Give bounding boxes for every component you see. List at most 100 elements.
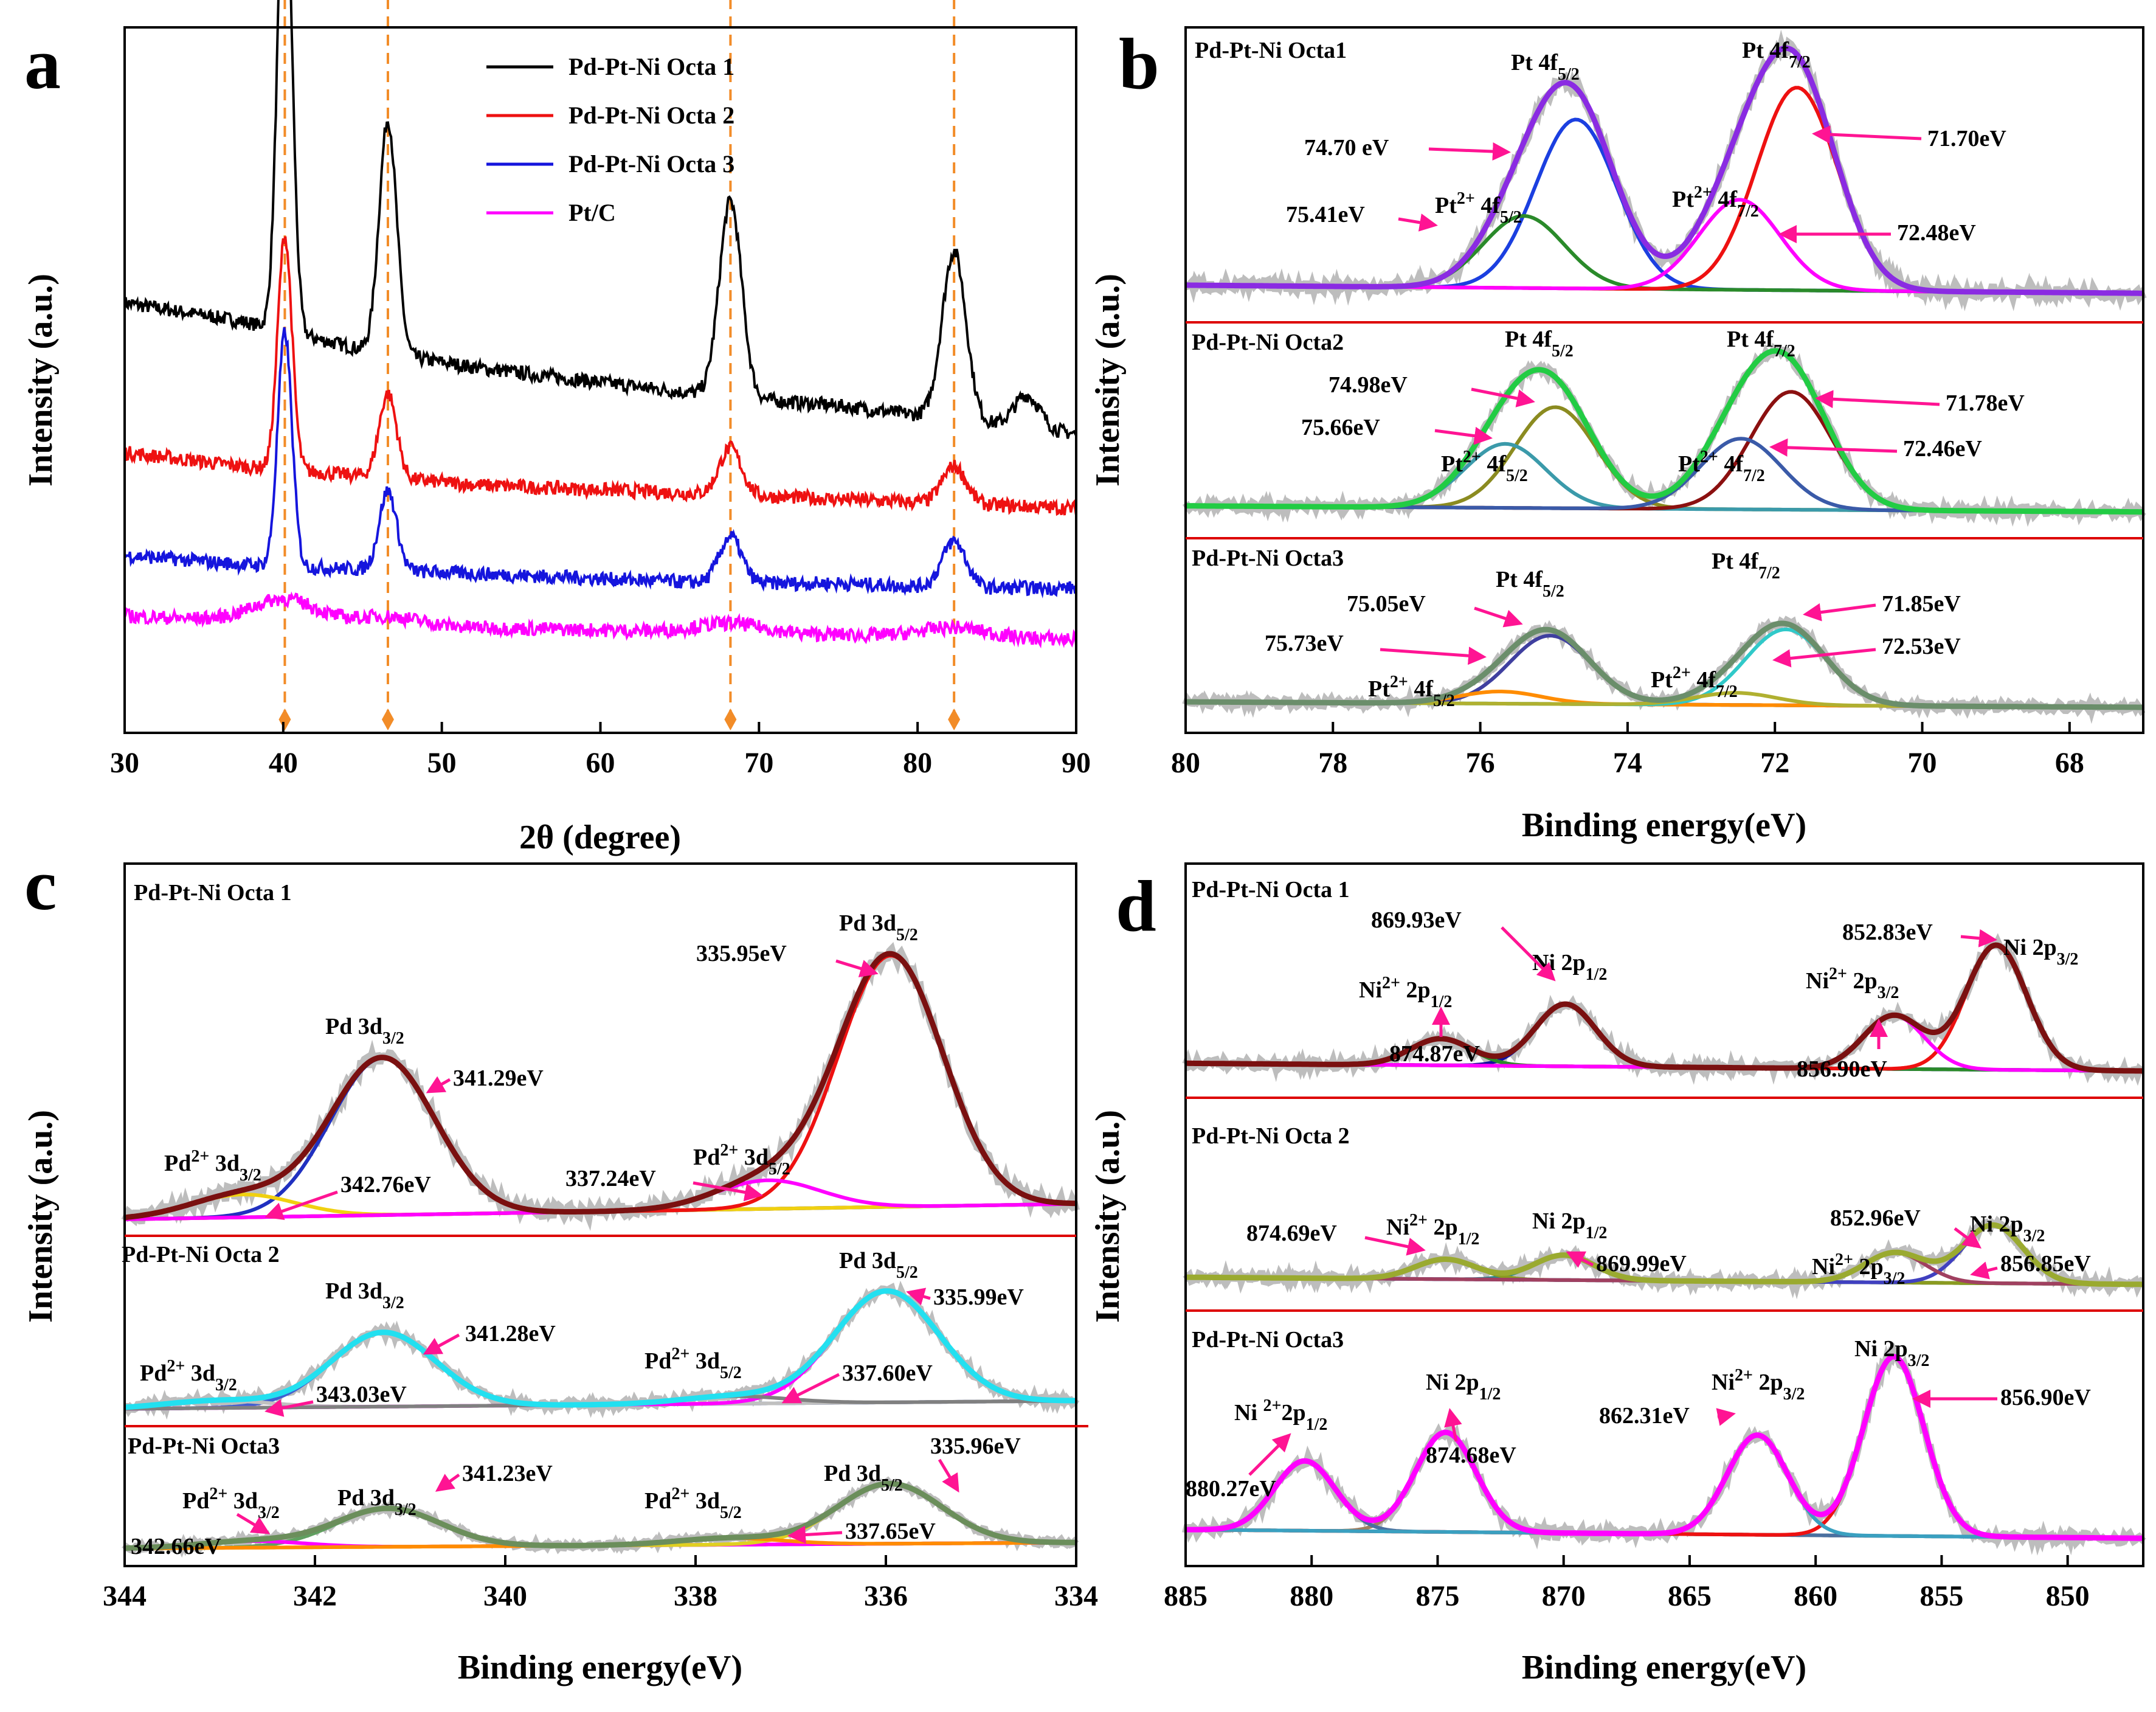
xrd-series-2 (123, 236, 1077, 516)
xrd-reference-marker (381, 709, 394, 730)
d1-label-ni2-2p32: Ni2+ 2p3/2 (1806, 965, 1899, 1002)
legend-label-octa2: Pd-Pt-Ni Octa 2 (568, 102, 734, 129)
d3-arrow-862-31 (1716, 1408, 1736, 1426)
plot-c-y-title: Intensity (a.u.) (22, 1110, 60, 1323)
plot-b-tick-label: 76 (1466, 747, 1495, 779)
plot-c-tick-label: 336 (864, 1580, 908, 1612)
d2-arrow-874-69 (1364, 1236, 1426, 1256)
plot-c-tick-label: 342 (293, 1580, 337, 1612)
b3-ann-72-53: 72.53eV (1882, 634, 1961, 659)
c1-ann-341-29: 341.29eV (453, 1066, 544, 1091)
b2-arrow-72-46 (1769, 438, 1898, 457)
c2-envelope (124, 1288, 1076, 1410)
b3-arrow-71-85 (1803, 603, 1876, 622)
d1-arrow-852-83 (1960, 929, 1997, 948)
b3-envelope (1185, 620, 2143, 710)
b2-ann-75-66: 75.66eV (1301, 415, 1380, 440)
plot-a-tick-label: 30 (110, 747, 139, 779)
b3-label-pt4f52: Pt 4f5/2 (1496, 567, 1564, 601)
c1-label-pd2-3d32: Pd2+ 3d3/2 (164, 1147, 261, 1185)
b1-title: Pd-Pt-Ni Octa1 (1195, 38, 1347, 63)
d1-ann-874-87: 874.87eV (1389, 1041, 1480, 1067)
c3-ann-335-96: 335.96eV (930, 1433, 1021, 1459)
c1-title: Pd-Pt-Ni Octa 1 (134, 880, 292, 906)
c2-arrow-341-28 (423, 1333, 460, 1355)
d2-arrow-869-99 (1566, 1251, 1594, 1268)
plot-d-tick-label: 885 (1164, 1580, 1208, 1612)
d3-label-ni2-2p32: Ni2+ 2p3/2 (1712, 1366, 1805, 1404)
b1-ann-74-70: 74.70 eV (1304, 135, 1389, 161)
d2-ann-874-69: 874.69eV (1246, 1221, 1337, 1246)
d3-ann-880-27: 880.27eV (1186, 1476, 1276, 1502)
c3-envelope (125, 1480, 1076, 1551)
c2-label-pd3d52: Pd 3d5/2 (839, 1248, 918, 1282)
c3-arrow-342-66 (236, 1513, 271, 1534)
b2-label-pt2-4f72: Pt2+ 4f7/2 (1678, 448, 1765, 485)
plot-a-tick-label: 70 (744, 747, 773, 779)
plot-d-y-title: Intensity (a.u.) (1089, 1110, 1127, 1323)
c2-ann-341-28: 341.28eV (465, 1321, 556, 1346)
plot-c-data (121, 941, 1080, 1558)
panel-a: a 30 40 50 60 70 80 90 2θ (degree) Intensity (… (22, 0, 1091, 856)
d1-ann-852-83: 852.83eV (1842, 920, 1933, 945)
legend-label-ptc: Pt/C (568, 199, 616, 226)
plot-a-x-title: 2θ (degree) (519, 819, 681, 856)
d1-component-3 (1185, 943, 2144, 1073)
plot-a-tick-label: 60 (586, 747, 615, 779)
d3-ann-862-31: 862.31eV (1599, 1403, 1690, 1429)
d2-envelope (1186, 1222, 2143, 1287)
plot-a-x-ticks: 30 40 50 60 70 80 90 (110, 722, 1091, 779)
b3-label-pt4f72: Pt 4f7/2 (1712, 549, 1780, 583)
d2-title: Pd-Pt-Ni Octa 2 (1192, 1123, 1350, 1149)
b3-ann-75-05: 75.05eV (1347, 591, 1426, 617)
plot-a-data (123, 0, 1077, 730)
d2-arrow-852-96 (1954, 1227, 1982, 1249)
c3-arrow-335-96 (938, 1458, 959, 1493)
b3-arrow-75-73 (1380, 646, 1487, 665)
b2-arrow-74-98 (1471, 387, 1535, 407)
d2-ann-869-99: 869.99eV (1596, 1251, 1687, 1277)
b1-arrow-75-41 (1398, 213, 1438, 232)
plot-d-frame (1184, 862, 2144, 1567)
c3-title: Pd-Pt-Ni Octa3 (128, 1433, 280, 1459)
plot-b-tick-label: 78 (1318, 747, 1347, 779)
c1-arrow-337-24 (693, 1181, 763, 1202)
d3-raw-data (1182, 1342, 2146, 1556)
c1-arrow-342-76 (264, 1190, 338, 1220)
b3-ann-75-73: 75.73eV (1265, 631, 1344, 656)
xrd-reference-marker (724, 709, 737, 730)
legend-label-octa1: Pd-Pt-Ni Octa 1 (568, 53, 734, 80)
plot-b-tick-label: 68 (2055, 747, 2084, 779)
xrd-series-3 (123, 327, 1077, 598)
c1-arrow-335-95 (835, 959, 879, 977)
b1-label-pt4f72: Pt 4f7/2 (1742, 38, 1811, 72)
c2-label-pd2-3d32: Pd2+ 3d3/2 (140, 1357, 237, 1395)
b2-arrow-75-66 (1434, 426, 1493, 445)
panel-b: b 80 78 76 74 72 70 68 Binding energy(eV) Inte… (1089, 23, 2147, 844)
d1-raw-data (1182, 933, 2144, 1086)
d3-ann-856-90: 856.90eV (2000, 1385, 2091, 1410)
b1-ann-72-48: 72.48eV (1897, 220, 1976, 246)
xrd-reference-marker (948, 709, 961, 730)
d1-label-ni2p12: Ni 2p1/2 (1532, 950, 1607, 984)
d1-label-ni2-2p12: Ni2+ 2p1/2 (1359, 974, 1452, 1011)
d1-envelope (1186, 942, 2144, 1074)
panel-c: c 344 342 340 338 336 334 Binding energy(eV) … (22, 844, 1098, 1686)
b3-arrow-72-53 (1772, 648, 1876, 668)
b2-ann-74-98: 74.98eV (1328, 372, 1408, 398)
d2-label-ni2-2p12: Ni2+ 2p1/2 (1386, 1211, 1479, 1249)
d2-label-ni2p12: Ni 2p1/2 (1532, 1208, 1607, 1242)
plot-b-tick-label: 72 (1760, 747, 1789, 779)
plot-d-x-ticks: 885 880 875 870 865 860 855 850 (1164, 1555, 2090, 1612)
panel-letter-d: d (1116, 865, 1156, 946)
d3-ann-874-68: 874.68eV (1426, 1443, 1516, 1468)
c3-ann-337-65: 337.65eV (845, 1519, 936, 1544)
b1-envelope (1186, 45, 2143, 296)
c2-ann-335-99: 335.99eV (933, 1284, 1024, 1310)
d3-label-ni2p12: Ni 2p1/2 (1426, 1370, 1501, 1404)
panel-letter-c: c (24, 844, 57, 925)
d1-ann-869-93: 869.93eV (1371, 907, 1462, 933)
c3-arrow-337-65 (787, 1525, 843, 1544)
plot-c-tick-label: 340 (483, 1580, 527, 1612)
